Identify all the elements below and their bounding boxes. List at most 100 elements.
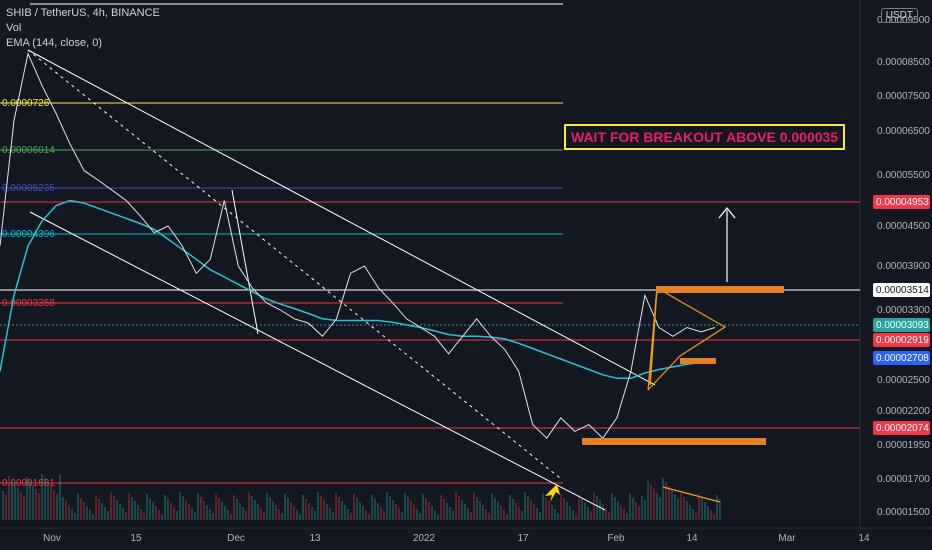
- volume-bar: [494, 498, 496, 520]
- volume-bar: [578, 495, 580, 520]
- volume-bar: [176, 511, 178, 520]
- volume-bar: [323, 500, 325, 520]
- y-tick-label: 0.00006500: [877, 126, 930, 137]
- volume-bar: [80, 498, 82, 520]
- volume-bar: [134, 501, 136, 520]
- price-tag-label: 0.00002919: [876, 335, 929, 346]
- volume-bar: [260, 508, 262, 520]
- volume-bar: [548, 501, 550, 520]
- wedge-left-leg: [649, 287, 658, 386]
- volume-bar: [719, 499, 721, 520]
- volume-bar: [593, 492, 595, 520]
- volume-bar: [695, 513, 697, 520]
- x-tick-label: 13: [309, 533, 321, 544]
- volume-bar: [356, 498, 358, 520]
- volume-bar: [710, 510, 712, 520]
- volume-bar: [50, 486, 52, 520]
- volume-bar: [527, 496, 529, 520]
- volume-bar: [476, 497, 478, 520]
- volume-bar: [443, 499, 445, 520]
- volume-bar: [506, 514, 508, 520]
- pullback-line: [231, 189, 259, 335]
- annotation-box[interactable]: WAIT FOR BREAKOUT ABOVE 0.000035: [564, 124, 846, 150]
- x-tick-label: 15: [130, 533, 142, 544]
- volume-bar: [566, 502, 568, 520]
- volume-bar: [179, 492, 181, 520]
- volume-bar: [194, 512, 196, 520]
- volume-bar: [311, 507, 313, 520]
- volume-bar: [596, 496, 598, 520]
- volume-bar: [503, 510, 505, 520]
- y-tick-label: 0.00001500: [877, 507, 930, 518]
- y-tick-label: 0.00004500: [877, 221, 930, 232]
- volume-bar: [395, 504, 397, 520]
- volume-bar: [572, 510, 574, 520]
- volume-bar: [104, 507, 106, 520]
- annotation-text: WAIT FOR BREAKOUT ABOVE 0.000035: [571, 129, 839, 145]
- volume-bar: [173, 507, 175, 520]
- currency-badge[interactable]: USDT: [880, 8, 918, 23]
- volume-bar: [116, 500, 118, 520]
- volume-bar: [152, 502, 154, 520]
- legend-symbol[interactable]: SHIB / TetherUS, 4h, BINANCE: [6, 7, 160, 19]
- price-tag: [873, 195, 930, 209]
- volume-bar: [89, 510, 91, 520]
- channel-upper-line: [27, 49, 656, 386]
- volume-bar: [281, 513, 283, 520]
- volume-bar: [497, 502, 499, 520]
- volume-bar: [449, 507, 451, 520]
- volume-bar: [470, 512, 472, 520]
- volume-bar: [242, 507, 244, 520]
- volume-bar: [149, 498, 151, 520]
- volume-bar: [686, 501, 688, 520]
- volume-bar: [299, 514, 301, 520]
- volume-bar: [17, 488, 19, 520]
- volume-bar: [389, 496, 391, 520]
- volume-bar: [317, 492, 319, 520]
- volume-bar: [680, 493, 682, 520]
- volume-bar: [365, 510, 367, 520]
- volume-bar: [659, 497, 661, 520]
- y-tick-label: 0.00008500: [877, 57, 930, 68]
- volume-bar: [218, 498, 220, 520]
- legend-vol[interactable]: Vol: [6, 22, 22, 34]
- volume-bar: [272, 501, 274, 520]
- volume-bar: [278, 509, 280, 520]
- volume-bar: [308, 503, 310, 520]
- volume-bar: [401, 512, 403, 520]
- volume-bar: [425, 498, 427, 520]
- volume-bar: [569, 506, 571, 520]
- volume-bar: [128, 493, 130, 520]
- volume-bar: [101, 503, 103, 520]
- volume-bar: [422, 494, 424, 520]
- volume-bar: [500, 506, 502, 520]
- volume-bar: [341, 501, 343, 520]
- volume-bar: [143, 513, 145, 520]
- volume-bar: [371, 495, 373, 520]
- volume-bar: [545, 497, 547, 520]
- volume-bar: [140, 509, 142, 520]
- volume-bar: [653, 489, 655, 520]
- volume-bar: [455, 492, 457, 520]
- volume-bar: [410, 501, 412, 520]
- volume-bar: [431, 506, 433, 520]
- volume-bar: [701, 498, 703, 520]
- volume-bar: [125, 512, 127, 520]
- volume-bar: [707, 506, 709, 520]
- volume-bar: [287, 498, 289, 520]
- volume-bar: [212, 513, 214, 520]
- volume-bar: [14, 484, 16, 520]
- volume-bar: [638, 506, 640, 520]
- volume-bar: [221, 502, 223, 520]
- price-tag-label: 0.00002708: [876, 353, 929, 364]
- volume-bar: [713, 514, 715, 520]
- volume-bar: [677, 498, 679, 520]
- volume-bar: [377, 503, 379, 520]
- volume-bar: [542, 493, 544, 520]
- breakout-arrow-head: [718, 207, 736, 219]
- volume-bar: [614, 497, 616, 520]
- volume-bar: [32, 485, 34, 520]
- legend-ema[interactable]: EMA (144, close, 0): [6, 37, 102, 49]
- volume-bar: [167, 499, 169, 520]
